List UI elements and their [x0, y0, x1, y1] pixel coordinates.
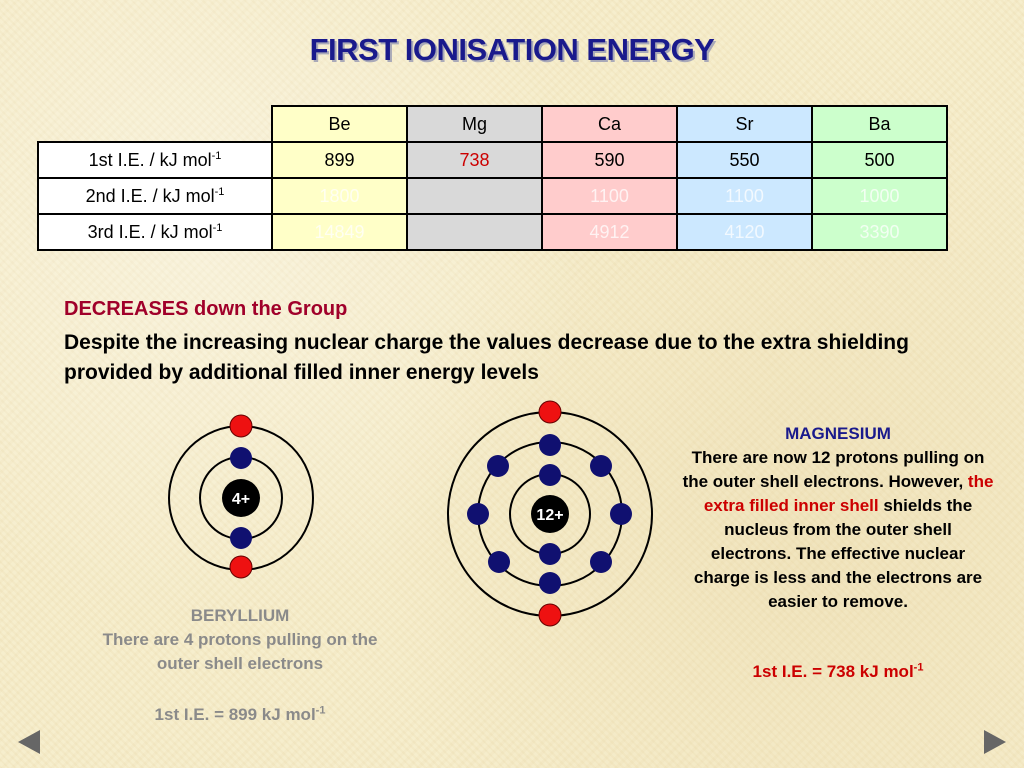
cell-ca-3rd: 4912 [541, 213, 678, 251]
table-row-3rd-ie: 3rd I.E. / kJ mol-1 14849 4912 4120 3390 [37, 213, 948, 251]
cell-ba-3rd: 3390 [811, 213, 948, 251]
magnesium-title: MAGNESIUM [785, 424, 891, 443]
magnesium-atom-diagram: 12+ [447, 400, 653, 627]
mg-middle-electron [487, 455, 509, 477]
ionisation-energy-table: Be Mg Ca Sr Ba 1st I.E. / kJ mol-1 899 7… [37, 105, 948, 251]
page-title: FIRST IONISATION ENERGY [309, 32, 715, 67]
be-nucleus [222, 479, 260, 517]
cell-be-1st: 899 [271, 141, 408, 179]
triangle-right-icon[interactable] [984, 730, 1006, 754]
mg-middle-electron [590, 455, 612, 477]
mg-inner-electron-top [539, 464, 561, 486]
cell-sr-2nd: 1100 [676, 177, 813, 215]
mg-middle-electron [488, 551, 510, 573]
magnesium-caption: MAGNESIUM There are now 12 protons pulli… [682, 422, 994, 614]
mg-middle-electron [539, 572, 561, 594]
table-row-1st-ie: 1st I.E. / kJ mol-1 899 738 590 550 500 [37, 141, 948, 179]
header-be: Be [271, 105, 408, 143]
beryllium-ie-value: 1st I.E. = 899 kJ mol-1 [154, 704, 326, 724]
mg-outer-electron-top [538, 400, 562, 424]
cell-mg-2nd [406, 177, 543, 215]
header-mg: Mg [406, 105, 543, 143]
cell-mg-1st: 738 [406, 141, 543, 179]
be-outer-electron-top [229, 414, 253, 438]
mg-middle-electron [590, 551, 612, 573]
table-corner [38, 106, 272, 142]
mg-nucleus-label: 12+ [536, 507, 563, 524]
mg-middle-electron [539, 434, 561, 456]
mg-middle-electron [467, 503, 489, 525]
magnesium-highlight: the extra filled inner shell [703, 472, 994, 515]
beryllium-atom-diagram: 4+ [168, 414, 314, 579]
beryllium-title: BERYLLIUM [190, 606, 290, 625]
be-outer-electron-bottom [229, 555, 253, 579]
mg-inner-electron-bottom [539, 543, 561, 565]
magnesium-description: There are now 12 protons pulling on the … [682, 448, 994, 611]
cell-sr-3rd: 4120 [676, 213, 813, 251]
trend-explanation: Despite the increasing nuclear charge th… [64, 331, 909, 384]
mg-nucleus [531, 495, 569, 533]
mg-middle-electron [610, 503, 632, 525]
cell-ba-1st: 500 [811, 141, 948, 179]
row-label-3rd-ie: 3rd I.E. / kJ mol-1 [37, 213, 273, 251]
trend-heading: DECREASES down the Group [64, 298, 348, 320]
row-label-2nd-ie: 2nd I.E. / kJ mol-1 [37, 177, 273, 215]
beryllium-caption: BERYLLIUM There are 4 protons pulling on… [80, 604, 400, 676]
table-header-row: Be Mg Ca Sr Ba [38, 105, 948, 143]
triangle-left-icon[interactable] [18, 730, 40, 754]
beryllium-description: There are 4 protons pulling on the outer… [102, 630, 378, 673]
cell-ca-2nd: 1100 [541, 177, 678, 215]
be-inner-electron-top [230, 447, 252, 469]
cell-sr-1st: 550 [676, 141, 813, 179]
header-ba: Ba [811, 105, 948, 143]
cell-ba-2nd: 1000 [811, 177, 948, 215]
header-sr: Sr [676, 105, 813, 143]
cell-mg-3rd [406, 213, 543, 251]
cell-ca-1st: 590 [541, 141, 678, 179]
row-label-1st-ie: 1st I.E. / kJ mol-1 [37, 141, 273, 179]
table-row-2nd-ie: 2nd I.E. / kJ mol-1 1800 1100 1100 1000 [37, 177, 948, 215]
be-nucleus-label: 4+ [232, 491, 250, 508]
mg-outer-electron-bottom [538, 603, 562, 627]
header-ca: Ca [541, 105, 678, 143]
cell-be-3rd: 14849 [271, 213, 408, 251]
magnesium-ie-value: 1st I.E. = 738 kJ mol-1 [752, 661, 924, 681]
cell-be-2nd: 1800 [271, 177, 408, 215]
be-inner-electron-bottom [230, 527, 252, 549]
